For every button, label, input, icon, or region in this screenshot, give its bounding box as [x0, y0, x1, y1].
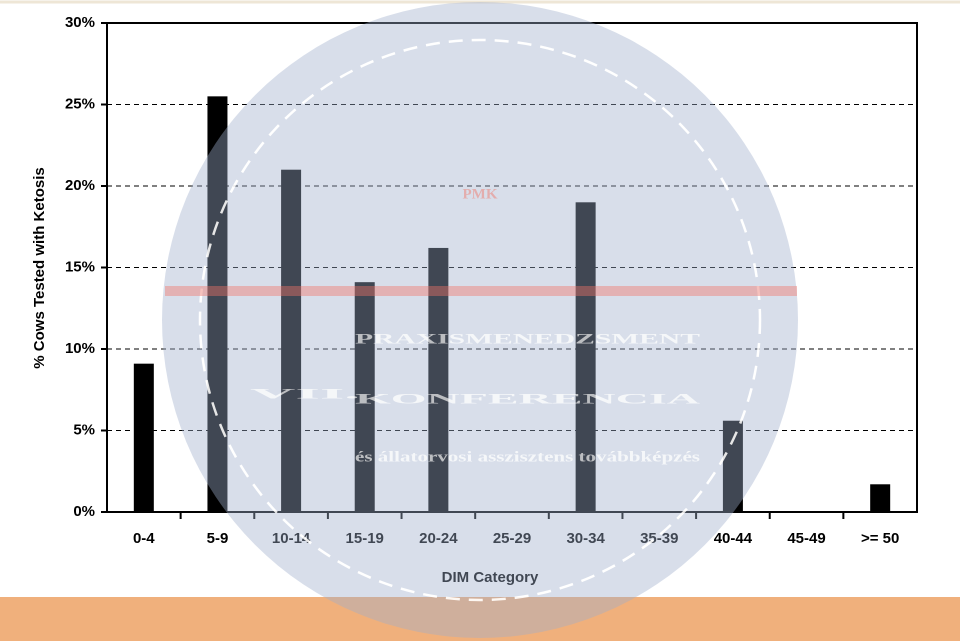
x-tick-label: 0-4	[133, 530, 155, 547]
y-tick-label: 20%	[65, 177, 95, 194]
watermark-bar	[165, 286, 797, 296]
x-tick-label: 20-24	[419, 530, 458, 547]
plot-frame	[106, 22, 918, 513]
x-tick-label: 45-49	[787, 530, 825, 547]
watermark-line1: PRAXISMENEDZSMENT	[355, 331, 700, 347]
bar	[870, 484, 891, 512]
x-tick-label: 25-29	[493, 530, 531, 547]
watermark-line2: KONFERENCIA	[355, 391, 700, 407]
x-axis-label: DIM Category	[442, 569, 539, 586]
watermark-line3: és állatorvosi asszisztens továbbképzés	[355, 449, 700, 465]
y-tick-label: 0%	[73, 503, 95, 520]
bar	[207, 96, 228, 512]
y-tick-label: 30%	[65, 14, 95, 31]
bar	[281, 169, 302, 512]
y-tick-label: 10%	[65, 340, 95, 357]
watermark-ring	[198, 38, 762, 602]
x-tick-label: 40-44	[714, 530, 753, 547]
watermark-logo: PMK	[463, 186, 498, 202]
y-tick-label: 15%	[65, 258, 95, 275]
bar	[428, 247, 449, 512]
y-tick-label: 5%	[73, 421, 95, 438]
watermark: PMK VII. PRAXISMENEDZSMENT KONFERENCIA é…	[162, 2, 798, 638]
x-tick-label: >= 50	[861, 530, 899, 547]
x-tick-label: 30-34	[566, 530, 605, 547]
x-tick-label: 5-9	[207, 530, 229, 547]
watermark-edition: VII.	[250, 386, 361, 402]
x-tick-label: 15-19	[346, 530, 384, 547]
footer-band	[0, 597, 960, 641]
bar	[575, 202, 596, 513]
y-tick-label: 25%	[65, 95, 95, 112]
watermark-disc	[162, 2, 798, 638]
bar	[722, 420, 743, 512]
bar	[133, 363, 154, 512]
bar	[354, 282, 375, 512]
plot: 0%5%10%15%20%25%30%0-45-910-1415-1920-24…	[65, 14, 918, 547]
y-axis-label: % Cows Tested with Ketosis	[31, 167, 48, 368]
